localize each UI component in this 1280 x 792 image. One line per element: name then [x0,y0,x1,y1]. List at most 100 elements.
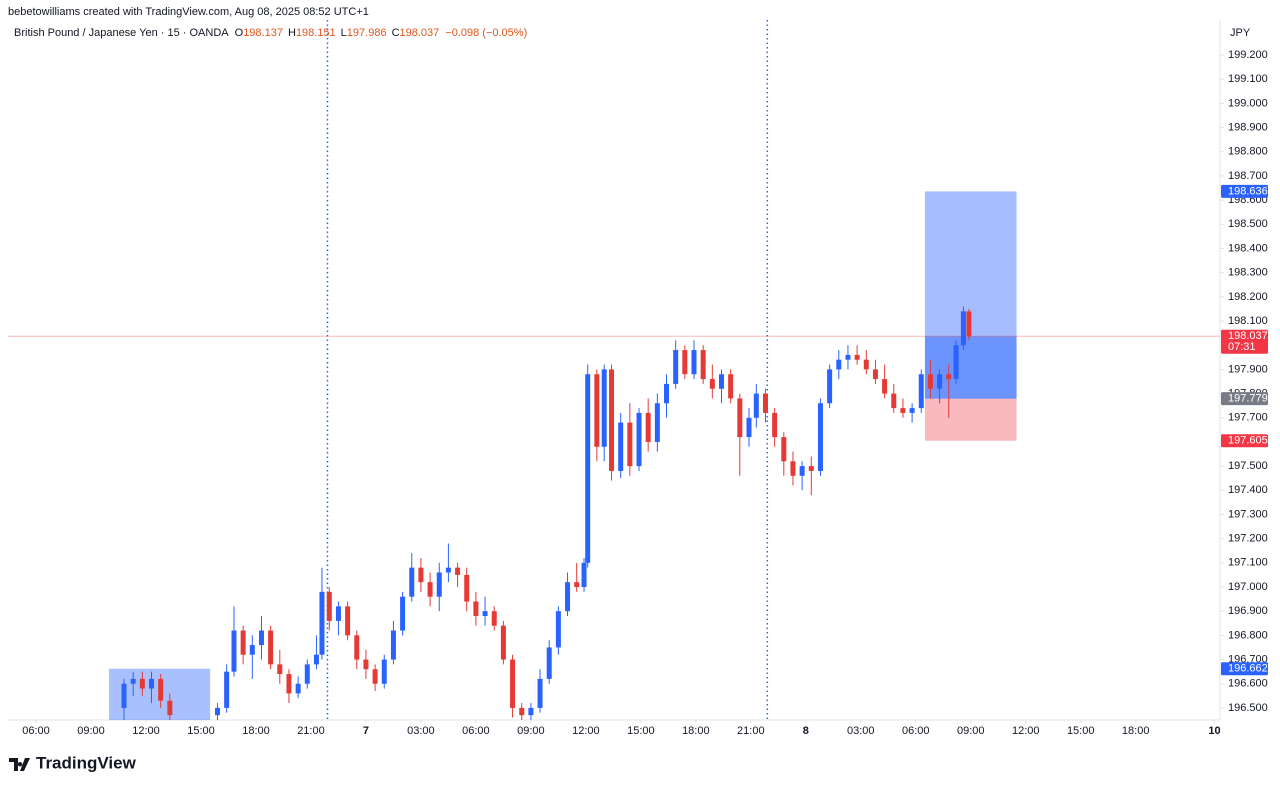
candle-body [400,596,406,631]
candle-body [335,606,341,621]
y-tick-label: 198.400 [1228,242,1268,254]
ohlc-label: H [288,27,296,39]
candle-body [224,671,230,708]
candle-body [927,374,933,389]
target-zone [924,191,1017,399]
ohlc-value: 198.037 [400,27,440,39]
candle-body [664,383,670,404]
symbol: British Pound / Japanese Yen · 15 · OAND… [14,27,229,39]
legend-text: British Pound / Japanese Yen · 15 · OAND… [14,27,527,39]
candle-body [455,567,461,575]
change: −0.098 (−0.05%) [445,27,527,39]
candle-body [728,374,734,399]
candle-body [636,412,642,467]
candle-body [900,408,906,413]
candle-body [537,678,543,708]
target-label: 198.636 [1228,185,1268,197]
candle-body [882,379,888,394]
open-pnl [924,336,1017,399]
brand-logo: TradingView [9,753,137,772]
y-tick-label: 198.300 [1228,267,1268,279]
candle-body [555,611,561,648]
countdown: 07:31 [1228,341,1256,353]
y-tick-label: 199.100 [1228,73,1268,85]
x-tick-label: 8 [803,725,809,737]
candle-body [966,311,972,337]
target-label-bg [1221,184,1268,198]
x-tick-label: 03:00 [847,725,875,737]
candle-body [121,683,127,708]
x-tick-label: 06:00 [462,725,490,737]
candle-body [581,562,587,588]
candle-body [574,582,580,588]
candle-body [700,350,706,380]
candle-body [326,591,332,621]
candle-body [817,403,823,471]
y-tick-label: 197.900 [1228,363,1268,375]
candle-body [427,582,433,597]
candle-body [618,422,624,471]
candle-body [872,369,878,380]
candle-body [845,354,851,360]
y-tick-label: 198.900 [1228,122,1268,134]
candle-body [418,567,424,583]
y-tick-label: 197.500 [1228,460,1268,472]
candle-body [960,311,966,346]
candle-body [286,674,292,694]
candle-body [946,374,952,380]
candle-body [718,374,724,389]
ohlc-label: C [392,27,400,39]
candle-body [130,678,136,684]
candle-body [249,645,255,655]
candle-body [836,359,842,370]
candle-body [295,683,301,694]
candle-body [158,678,164,701]
y-tick-label: 198.700 [1228,170,1268,182]
candle-body [149,678,155,689]
ohlc-value: 197.986 [347,27,387,39]
y-tick-label: 196.600 [1228,678,1268,690]
zone-label-bg [1221,662,1268,676]
x-tick-label: 7 [363,725,369,737]
candle-body [854,354,860,360]
candle-body [500,625,506,660]
candle-body [799,466,805,476]
y-tick-label: 198.100 [1228,315,1268,327]
candle-body [445,567,451,573]
candle-body [753,393,759,418]
candle-body [737,398,743,438]
credit: bebetowilliams created with TradingView.… [8,6,369,18]
stop-zone [924,398,1017,441]
candle-body [546,647,552,679]
stop-label-bg [1221,434,1268,448]
candle-body [601,369,607,447]
candle-body [790,461,796,476]
candle-body [594,374,600,447]
stop-label: 197.605 [1228,435,1268,447]
legend: British Pound / Japanese Yen · 15 · OAND… [14,27,527,39]
candle-body [746,417,752,438]
x-tick-label: 21:00 [737,725,765,737]
candle-body [167,700,173,716]
candle-body [381,659,387,684]
candle-body [231,630,237,672]
candle-body [313,654,319,665]
x-tick-label: 15:00 [627,725,655,737]
x-tick-label: 12:00 [1012,725,1040,737]
candle-body [258,630,264,646]
candle-body [409,567,415,597]
y-tick-label: 197.000 [1228,581,1268,593]
candle-body [354,635,360,660]
candle-body [909,408,915,413]
y-tick-label: 197.300 [1228,508,1268,520]
candle-body [827,369,833,404]
x-tick-label: 18:00 [1122,725,1150,737]
y-tick-label: 196.500 [1228,702,1268,714]
x-tick-label: 15:00 [1067,725,1095,737]
candle-body [709,379,715,389]
entry-label-bg [1221,392,1268,406]
zone-label: 196.662 [1228,663,1268,675]
x-tick-label: 06:00 [902,725,930,737]
last-price-label-bg [1221,329,1268,354]
